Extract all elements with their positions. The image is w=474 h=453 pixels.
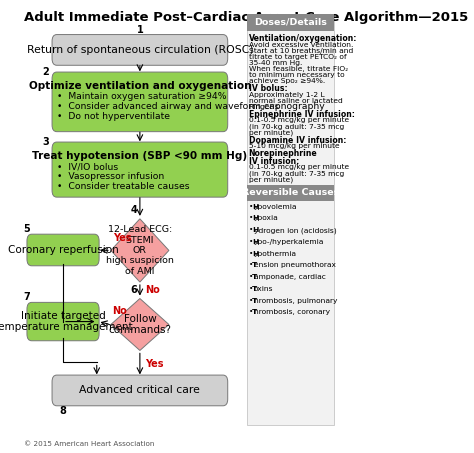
- Text: achieve Spo₂ ≥94%.: achieve Spo₂ ≥94%.: [249, 78, 325, 84]
- FancyBboxPatch shape: [246, 185, 334, 201]
- FancyBboxPatch shape: [52, 375, 228, 406]
- Text: oxins: oxins: [254, 286, 273, 292]
- Text: hrombosis, pulmonary: hrombosis, pulmonary: [254, 298, 337, 304]
- Text: Avoid excessive ventilation.: Avoid excessive ventilation.: [249, 42, 353, 48]
- Text: 8: 8: [60, 406, 66, 416]
- Text: amponade, cardiac: amponade, cardiac: [254, 274, 326, 280]
- Text: H: H: [252, 251, 258, 257]
- Text: (in 70-kg adult: 7-35 mcg: (in 70-kg adult: 7-35 mcg: [249, 124, 344, 130]
- Text: •  Do not hyperventilate: • Do not hyperventilate: [57, 112, 170, 121]
- Text: IV infusion:: IV infusion:: [249, 157, 299, 166]
- Text: When feasible, titrate FIO₂: When feasible, titrate FIO₂: [249, 66, 348, 72]
- Polygon shape: [111, 219, 169, 282]
- Text: •  Consider treatable causes: • Consider treatable causes: [57, 182, 190, 191]
- Text: 0.1-0.5 mcg/kg per minute: 0.1-0.5 mcg/kg per minute: [249, 164, 349, 170]
- Text: ypoxia: ypoxia: [254, 216, 279, 222]
- Text: •: •: [249, 204, 253, 210]
- Text: per minute): per minute): [249, 130, 293, 136]
- Text: 35-40 mm Hg.: 35-40 mm Hg.: [249, 60, 302, 66]
- FancyBboxPatch shape: [246, 14, 334, 30]
- Text: T: T: [252, 309, 257, 315]
- Text: Doses/Details: Doses/Details: [254, 18, 327, 27]
- Text: Return of spontaneous circulation (ROSC): Return of spontaneous circulation (ROSC): [27, 45, 253, 55]
- FancyBboxPatch shape: [52, 142, 228, 197]
- Text: •  Vasopressor infusion: • Vasopressor infusion: [57, 172, 164, 181]
- Text: Epinephrine IV infusion:: Epinephrine IV infusion:: [249, 110, 355, 119]
- Text: Ringer’s: Ringer’s: [249, 104, 280, 110]
- Text: 6: 6: [130, 285, 137, 295]
- Text: •  Maintain oxygen saturation ≥94%: • Maintain oxygen saturation ≥94%: [57, 92, 226, 101]
- Text: Ventilation/oxygenation:: Ventilation/oxygenation:: [249, 34, 357, 43]
- Text: H: H: [252, 239, 258, 245]
- FancyBboxPatch shape: [27, 234, 99, 266]
- Text: ypovolemia: ypovolemia: [254, 204, 298, 210]
- Text: T: T: [252, 262, 257, 269]
- Text: T: T: [252, 298, 257, 304]
- Text: Follow
commands?: Follow commands?: [109, 313, 172, 335]
- Text: No: No: [112, 306, 127, 316]
- Text: Approximately 1-2 L: Approximately 1-2 L: [249, 92, 324, 98]
- Text: H: H: [252, 216, 258, 222]
- Polygon shape: [111, 299, 169, 351]
- Text: ypothermia: ypothermia: [254, 251, 297, 257]
- Text: T: T: [252, 286, 257, 292]
- Text: •: •: [249, 309, 253, 315]
- Text: •  IV/IO bolus: • IV/IO bolus: [57, 162, 118, 171]
- FancyBboxPatch shape: [246, 14, 334, 425]
- Text: per minute): per minute): [249, 176, 293, 183]
- Text: 12-Lead ECG:
STEMI
OR
high suspicion
of AMI: 12-Lead ECG: STEMI OR high suspicion of …: [106, 225, 174, 276]
- Text: 5-10 mcg/kg per minute: 5-10 mcg/kg per minute: [249, 143, 339, 149]
- Text: ension pneumothorax: ension pneumothorax: [254, 262, 336, 269]
- Text: 0.1-0.5 mcg/kg per minute: 0.1-0.5 mcg/kg per minute: [249, 117, 349, 123]
- Text: Initiate targeted
temperature management: Initiate targeted temperature management: [0, 311, 132, 333]
- Text: Yes: Yes: [146, 359, 164, 369]
- Text: hrombosis, coronary: hrombosis, coronary: [254, 309, 330, 315]
- Text: ydrogen ion (acidosis): ydrogen ion (acidosis): [254, 227, 337, 234]
- Text: •: •: [249, 216, 253, 222]
- Text: •: •: [249, 227, 253, 233]
- Text: Start at 10 breaths/min and: Start at 10 breaths/min and: [249, 48, 353, 53]
- Text: Optimize ventilation and oxygenation: Optimize ventilation and oxygenation: [28, 81, 251, 91]
- Text: 3: 3: [42, 136, 49, 147]
- Text: Adult Immediate Post–Cardiac Arrest Care Algorithm—2015 Update: Adult Immediate Post–Cardiac Arrest Care…: [24, 10, 474, 24]
- Text: 2: 2: [42, 67, 49, 77]
- Text: Treat hypotension (SBP <90 mm Hg): Treat hypotension (SBP <90 mm Hg): [32, 151, 247, 161]
- FancyBboxPatch shape: [52, 72, 228, 132]
- Text: •: •: [249, 274, 253, 280]
- Text: •: •: [249, 298, 253, 304]
- Text: Norepinephrine: Norepinephrine: [249, 149, 318, 158]
- Text: 5: 5: [24, 224, 30, 234]
- Text: No: No: [146, 285, 160, 295]
- FancyBboxPatch shape: [52, 34, 228, 65]
- Text: IV bolus:: IV bolus:: [249, 84, 287, 93]
- Text: •  Consider advanced airway and waveform capnography: • Consider advanced airway and waveform …: [57, 102, 325, 111]
- Text: H: H: [252, 204, 258, 210]
- Text: titrate to target PETCO₂ of: titrate to target PETCO₂ of: [249, 54, 346, 60]
- Text: •: •: [249, 239, 253, 245]
- FancyBboxPatch shape: [27, 302, 99, 341]
- Text: (in 70-kg adult: 7-35 mcg: (in 70-kg adult: 7-35 mcg: [249, 170, 344, 177]
- Text: •: •: [249, 262, 253, 269]
- Text: Yes: Yes: [113, 233, 132, 243]
- Text: T: T: [252, 274, 257, 280]
- Text: Dopamine IV infusion:: Dopamine IV infusion:: [249, 136, 346, 145]
- Text: •: •: [249, 251, 253, 257]
- Text: H: H: [252, 227, 258, 233]
- Text: to minimum necessary to: to minimum necessary to: [249, 72, 345, 78]
- Text: Advanced critical care: Advanced critical care: [80, 386, 201, 395]
- Text: ypo-/hyperkalemia: ypo-/hyperkalemia: [254, 239, 324, 245]
- Text: 4: 4: [130, 205, 137, 215]
- Text: normal saline or lactated: normal saline or lactated: [249, 98, 343, 104]
- Text: Reversible Causes: Reversible Causes: [242, 188, 339, 198]
- Text: 1: 1: [137, 24, 143, 34]
- Text: © 2015 American Heart Association: © 2015 American Heart Association: [24, 441, 154, 447]
- Text: Coronary reperfusion: Coronary reperfusion: [8, 245, 118, 255]
- Text: •: •: [249, 286, 253, 292]
- Text: 7: 7: [24, 292, 30, 302]
